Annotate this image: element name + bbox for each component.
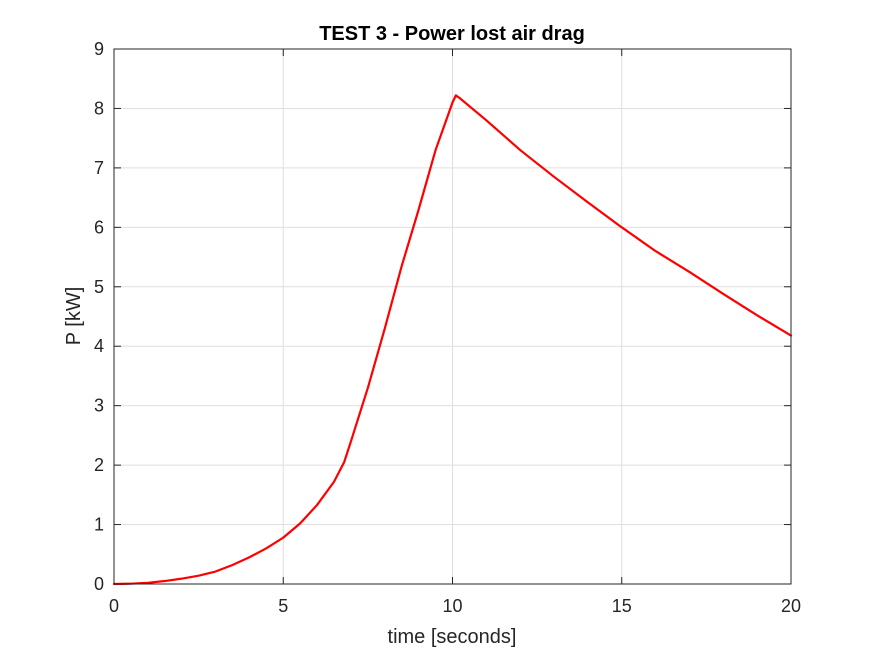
y-tick-label: 9 xyxy=(94,39,104,59)
chart-title: TEST 3 - Power lost air drag xyxy=(319,23,585,45)
series-layer xyxy=(112,94,793,586)
x-tick-label: 20 xyxy=(781,596,801,616)
y-tick-label: 2 xyxy=(94,455,104,475)
y-tick-label: 8 xyxy=(94,98,104,118)
x-axis-label: time [seconds] xyxy=(388,626,517,648)
y-axis-label: P [kW] xyxy=(63,287,85,346)
x-tick-label: 10 xyxy=(442,596,462,616)
y-tick-label: 0 xyxy=(94,574,104,594)
series-line-0 xyxy=(112,94,793,586)
y-tick-label: 6 xyxy=(94,217,104,237)
ticks xyxy=(113,48,792,585)
x-tick-label: 15 xyxy=(612,596,632,616)
grid xyxy=(114,49,791,584)
y-tick-label: 7 xyxy=(94,158,104,178)
x-tick-label: 0 xyxy=(109,596,119,616)
y-tick-label: 5 xyxy=(94,277,104,297)
y-tick-label: 3 xyxy=(94,396,104,416)
y-tick-label: 4 xyxy=(94,336,104,356)
tick-labels: 0 5 10 15 20 0 1 2 3 4 5 6 7 8 9 xyxy=(94,39,801,616)
x-tick-label: 5 xyxy=(278,596,288,616)
y-tick-label: 1 xyxy=(94,515,104,535)
